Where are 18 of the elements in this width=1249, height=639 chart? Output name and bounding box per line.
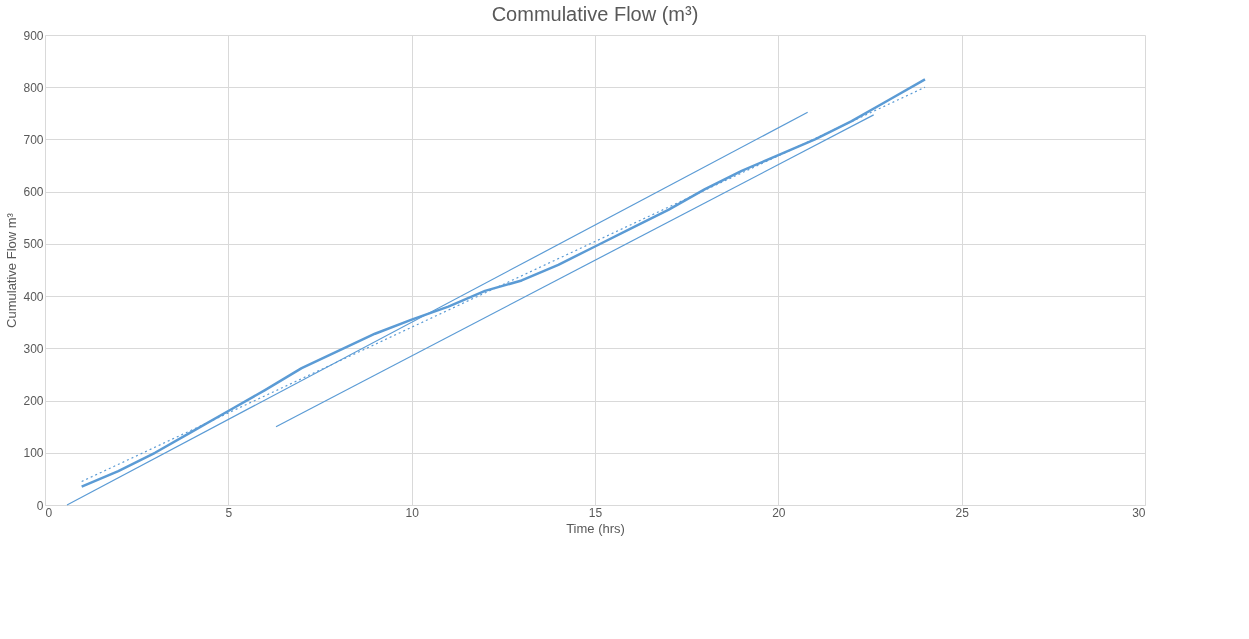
y-tick-label: 700 — [23, 132, 44, 147]
x-tick-label: 15 — [588, 505, 603, 520]
y-axis-title: Cumulative Flow m³ — [4, 212, 20, 328]
x-tick-label: 5 — [225, 505, 233, 520]
y-tick-label: 100 — [23, 446, 44, 461]
y-tick-label: 200 — [23, 394, 44, 409]
chart-title: Commulative Flow (m³) — [491, 3, 699, 25]
x-tick-label: 10 — [405, 505, 420, 520]
x-tick-label: 25 — [955, 505, 970, 520]
x-axis-title: Time (hrs) — [566, 520, 625, 536]
y-tick-label: 900 — [23, 28, 44, 43]
y-tick-label: 300 — [23, 341, 44, 356]
y-tick-label: 400 — [23, 289, 44, 304]
x-tick-label: 20 — [772, 505, 786, 520]
x-tick-label: 30 — [1132, 505, 1146, 520]
y-tick-label: 600 — [23, 185, 44, 200]
y-tick-label: 500 — [23, 237, 44, 252]
y-tick-label: 800 — [23, 80, 44, 95]
